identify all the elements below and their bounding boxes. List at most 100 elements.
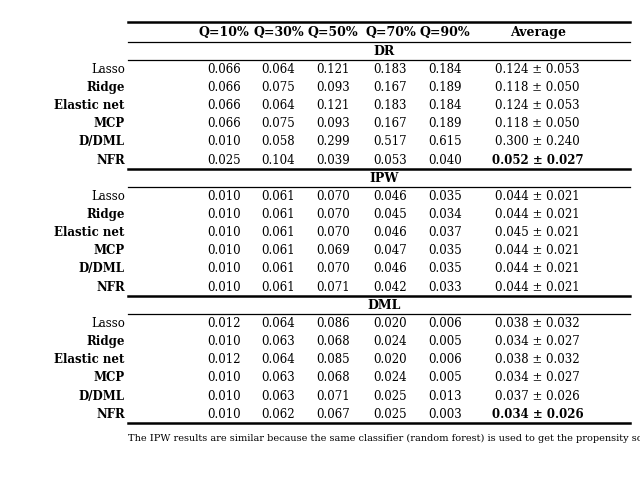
Text: 0.167: 0.167: [374, 81, 407, 94]
Text: Elastic net: Elastic net: [54, 226, 125, 239]
Text: NFR: NFR: [96, 281, 125, 293]
Text: 0.615: 0.615: [428, 135, 461, 148]
Text: 0.044 ± 0.021: 0.044 ± 0.021: [495, 244, 580, 257]
Text: 0.124 ± 0.053: 0.124 ± 0.053: [495, 63, 580, 76]
Text: 0.006: 0.006: [428, 353, 461, 366]
Text: 0.064: 0.064: [262, 63, 295, 76]
Text: 0.061: 0.061: [262, 190, 295, 203]
Text: D/DML: D/DML: [79, 390, 125, 402]
Text: 0.124 ± 0.053: 0.124 ± 0.053: [495, 99, 580, 112]
Text: Ridge: Ridge: [86, 208, 125, 221]
Text: 0.020: 0.020: [374, 317, 407, 330]
Text: 0.024: 0.024: [374, 371, 407, 384]
Text: 0.064: 0.064: [262, 317, 295, 330]
Text: 0.038 ± 0.032: 0.038 ± 0.032: [495, 353, 580, 366]
Text: 0.183: 0.183: [374, 99, 407, 112]
Text: 0.010: 0.010: [207, 226, 241, 239]
Text: 0.063: 0.063: [262, 371, 295, 384]
Text: 0.063: 0.063: [262, 335, 295, 348]
Text: 0.034 ± 0.026: 0.034 ± 0.026: [492, 408, 584, 421]
Text: Elastic net: Elastic net: [54, 353, 125, 366]
Text: Lasso: Lasso: [91, 63, 125, 76]
Text: 0.517: 0.517: [374, 135, 407, 148]
Text: 0.118 ± 0.050: 0.118 ± 0.050: [495, 81, 580, 94]
Text: Lasso: Lasso: [91, 190, 125, 203]
Text: 0.044 ± 0.021: 0.044 ± 0.021: [495, 208, 580, 221]
Text: 0.070: 0.070: [316, 208, 349, 221]
Text: 0.035: 0.035: [428, 262, 461, 275]
Text: 0.010: 0.010: [207, 390, 241, 402]
Text: 0.003: 0.003: [428, 408, 461, 421]
Text: 0.300 ± 0.240: 0.300 ± 0.240: [495, 135, 580, 148]
Text: Ridge: Ridge: [86, 335, 125, 348]
Text: 0.064: 0.064: [262, 353, 295, 366]
Text: NFR: NFR: [96, 153, 125, 166]
Text: DR: DR: [373, 44, 395, 57]
Text: 0.052 ± 0.027: 0.052 ± 0.027: [492, 153, 584, 166]
Text: 0.071: 0.071: [316, 281, 349, 293]
Text: Lasso: Lasso: [91, 317, 125, 330]
Text: 0.044 ± 0.021: 0.044 ± 0.021: [495, 190, 580, 203]
Text: 0.061: 0.061: [262, 244, 295, 257]
Text: D/DML: D/DML: [79, 262, 125, 275]
Text: 0.046: 0.046: [374, 262, 407, 275]
Text: 0.034: 0.034: [428, 208, 461, 221]
Text: 0.034 ± 0.027: 0.034 ± 0.027: [495, 335, 580, 348]
Text: 0.010: 0.010: [207, 335, 241, 348]
Text: 0.046: 0.046: [374, 190, 407, 203]
Text: 0.010: 0.010: [207, 208, 241, 221]
Text: 0.012: 0.012: [207, 353, 241, 366]
Text: 0.045 ± 0.021: 0.045 ± 0.021: [495, 226, 580, 239]
Text: 0.121: 0.121: [316, 63, 349, 76]
Text: 0.039: 0.039: [316, 153, 349, 166]
Text: 0.067: 0.067: [316, 408, 349, 421]
Text: 0.035: 0.035: [428, 244, 461, 257]
Text: 0.053: 0.053: [374, 153, 407, 166]
Text: Average: Average: [509, 26, 566, 39]
Text: 0.068: 0.068: [316, 371, 349, 384]
Text: Elastic net: Elastic net: [54, 99, 125, 112]
Text: 0.025: 0.025: [374, 408, 407, 421]
Text: NFR: NFR: [96, 408, 125, 421]
Text: 0.104: 0.104: [262, 153, 295, 166]
Text: 0.064: 0.064: [262, 99, 295, 112]
Text: 0.025: 0.025: [374, 390, 407, 402]
Text: 0.071: 0.071: [316, 390, 349, 402]
Text: 0.010: 0.010: [207, 371, 241, 384]
Text: 0.006: 0.006: [428, 317, 461, 330]
Text: 0.070: 0.070: [316, 190, 349, 203]
Text: 0.010: 0.010: [207, 190, 241, 203]
Text: Ridge: Ridge: [86, 81, 125, 94]
Text: 0.085: 0.085: [316, 353, 349, 366]
Text: 0.118 ± 0.050: 0.118 ± 0.050: [495, 117, 580, 130]
Text: 0.046: 0.046: [374, 226, 407, 239]
Text: 0.075: 0.075: [262, 81, 295, 94]
Text: 0.013: 0.013: [428, 390, 461, 402]
Text: IPW: IPW: [369, 172, 399, 185]
Text: 0.167: 0.167: [374, 117, 407, 130]
Text: 0.058: 0.058: [262, 135, 295, 148]
Text: 0.061: 0.061: [262, 208, 295, 221]
Text: 0.010: 0.010: [207, 281, 241, 293]
Text: 0.189: 0.189: [428, 81, 461, 94]
Text: 0.047: 0.047: [374, 244, 407, 257]
Text: 0.062: 0.062: [262, 408, 295, 421]
Text: 0.010: 0.010: [207, 408, 241, 421]
Text: 0.086: 0.086: [316, 317, 349, 330]
Text: 0.061: 0.061: [262, 262, 295, 275]
Text: 0.005: 0.005: [428, 335, 461, 348]
Text: 0.037 ± 0.026: 0.037 ± 0.026: [495, 390, 580, 402]
Text: 0.061: 0.061: [262, 281, 295, 293]
Text: 0.299: 0.299: [316, 135, 349, 148]
Text: 0.044 ± 0.021: 0.044 ± 0.021: [495, 281, 580, 293]
Text: 0.038 ± 0.032: 0.038 ± 0.032: [495, 317, 580, 330]
Text: DML: DML: [367, 299, 401, 312]
Text: 0.020: 0.020: [374, 353, 407, 366]
Text: 0.068: 0.068: [316, 335, 349, 348]
Text: 0.066: 0.066: [207, 63, 241, 76]
Text: 0.093: 0.093: [316, 117, 349, 130]
Text: 0.037: 0.037: [428, 226, 461, 239]
Text: 0.025: 0.025: [207, 153, 241, 166]
Text: 0.066: 0.066: [207, 99, 241, 112]
Text: D/DML: D/DML: [79, 135, 125, 148]
